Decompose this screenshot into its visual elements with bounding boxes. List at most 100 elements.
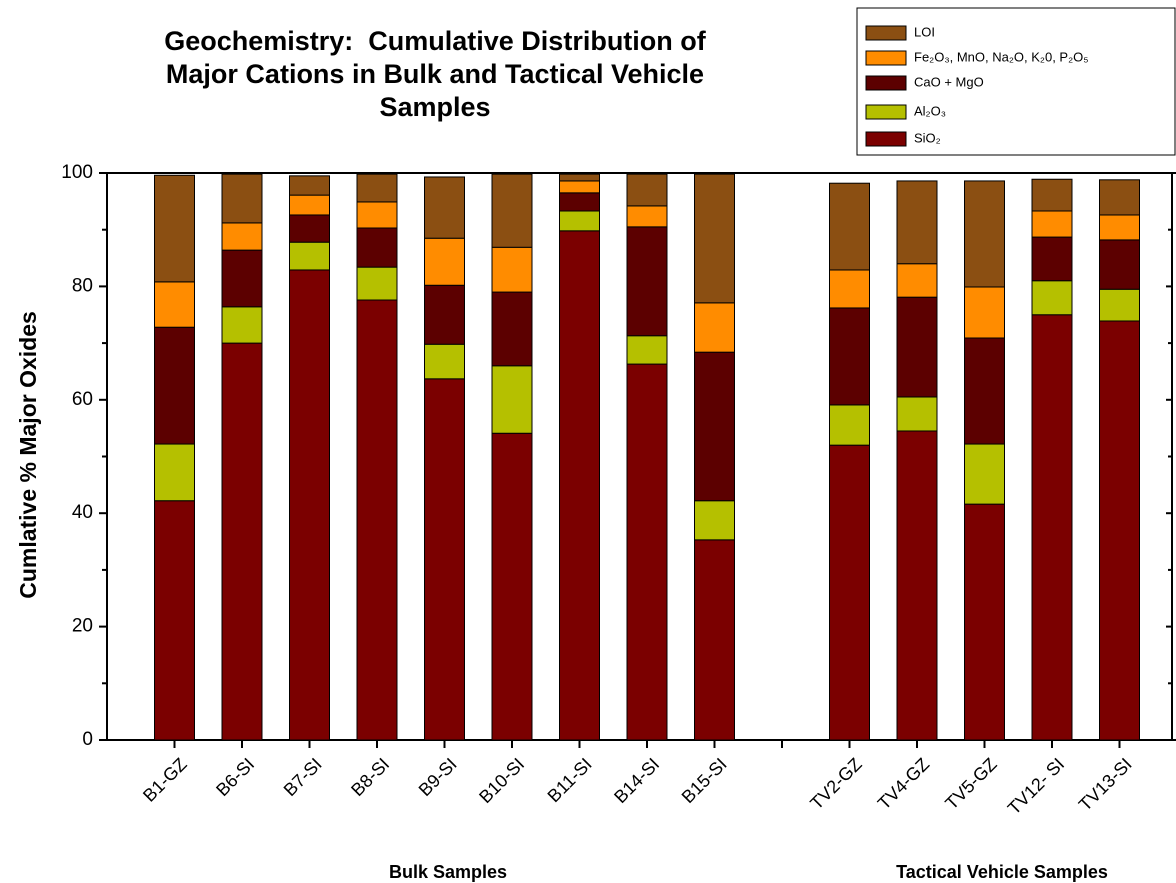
x-tick-label: B8-SI [347,754,393,800]
bar-segment [1031,210,1073,238]
bar-segment [1031,314,1073,741]
legend-swatch [865,25,907,41]
bar-segment [964,443,1005,505]
legend-swatch [865,50,907,66]
bar-segment [221,249,263,308]
bar-segment [221,173,263,224]
x-tick-label: TV5-GZ [941,754,1000,813]
bar-segment [154,443,195,502]
x-tick-label: B11-SI [544,754,596,806]
bar-segment [491,173,533,248]
bar-segment [289,241,330,271]
x-tick-label: TV2-GZ [806,754,865,813]
bar-segment [1099,239,1140,290]
bar-segment [491,246,533,293]
legend-label: CaO + MgO [914,74,984,89]
bar-segment [356,299,398,741]
y-tick-label: 0 [82,729,93,750]
x-tick-label: B1-GZ [139,754,191,806]
chart-title: Geochemistry: Cumulative Distribution of… [164,26,714,122]
bar-segment [626,173,668,207]
legend-swatch [865,75,907,91]
x-tick-label: B6-SI [212,754,258,800]
x-tick-label: TV13-SI [1075,754,1136,815]
bar-segment [154,281,195,328]
legend-box [856,7,1176,156]
bar-segment [559,230,600,741]
legend-label: LOI [914,24,935,39]
bar-segment [1099,288,1140,322]
legend-swatch [865,104,907,120]
group-label: Tactical Vehicle Samples [896,862,1108,882]
y-tick-label: 100 [61,162,93,183]
bar-segment [154,500,195,741]
y-tick-label: 40 [72,502,93,523]
y-tick-label: 80 [72,275,93,296]
bar-segment [896,296,938,398]
bar-segment [896,396,938,432]
bar-segment [1099,214,1140,241]
bar-segment [829,307,870,406]
bar-segment [559,192,600,212]
bar-segment [829,404,870,446]
bar-segment [154,174,195,283]
bar-segment [559,180,600,194]
bar-segment [626,363,668,741]
bar-segment [559,210,600,232]
x-tick-label: TV12- SI [1004,754,1068,818]
bar-segment [491,432,533,741]
x-tick-label: B7-SI [280,754,326,800]
bar-segment [221,342,263,741]
bar-segment [289,214,330,243]
group-label: Bulk Samples [389,862,507,882]
bar-segment [559,173,600,182]
bar-segment [964,286,1005,339]
legend-swatch [865,131,907,147]
bar-segment [896,430,938,741]
bar-segment [964,503,1005,741]
bar-segment [896,263,938,298]
bar-segment [1099,320,1140,741]
bar-segment [221,306,263,344]
bar-segment [356,266,398,301]
bar-segment [1031,236,1073,282]
x-tick-label: B9-SI [415,754,461,800]
bar-segment [424,343,465,380]
bar-segment [356,201,398,229]
bar-segment [694,500,735,541]
x-tick-label: TV4-GZ [874,754,933,813]
bar-segment [829,182,870,271]
legend-label: SiO₂ [914,130,941,145]
bar-segment [289,175,330,196]
bar-segment [626,226,668,337]
bar-segment [694,539,735,741]
legend-label: Al₂O₃ [914,103,946,118]
bar-segment [221,222,263,251]
bar-segment [694,173,735,304]
bar-segment [1099,179,1140,216]
bar-segment [424,237,465,286]
legend-label: Fe₂O₃, MnO, Na₂O, K₂0, P₂O₅ [914,49,1088,64]
bar-segment [356,227,398,268]
bar-segment [626,205,668,228]
bar-segment [896,180,938,265]
bar-segment [289,269,330,741]
bar-segment [694,351,735,502]
bar-segment [1031,280,1073,316]
y-tick-label: 20 [72,616,93,637]
bar-segment [626,335,668,365]
bar-segment [154,326,195,445]
bar-segment [289,194,330,216]
bar-segment [491,291,533,367]
bar-segment [829,269,870,309]
bar-segment [964,180,1005,288]
bar-segment [1031,178,1073,212]
bar-segment [424,176,465,239]
x-tick-label: B10-SI [475,754,528,807]
y-axis-label: Cumlative % Major Oxides [15,311,41,599]
bar-segment [424,284,465,345]
bar-segment [829,444,870,741]
x-tick-label: B15-SI [678,754,731,807]
